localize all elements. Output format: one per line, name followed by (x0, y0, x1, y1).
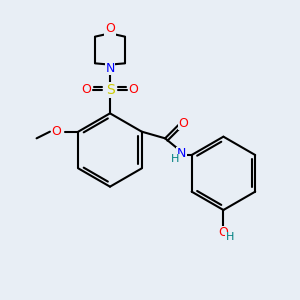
Text: O: O (218, 226, 228, 239)
Text: S: S (106, 83, 114, 97)
Text: O: O (82, 83, 92, 97)
Text: N: N (177, 147, 186, 160)
Text: O: O (128, 83, 138, 97)
Text: O: O (105, 22, 115, 35)
Text: H: H (226, 232, 234, 242)
Text: H: H (171, 154, 179, 164)
Text: O: O (178, 117, 188, 130)
Text: N: N (105, 62, 115, 75)
Text: O: O (52, 125, 61, 138)
